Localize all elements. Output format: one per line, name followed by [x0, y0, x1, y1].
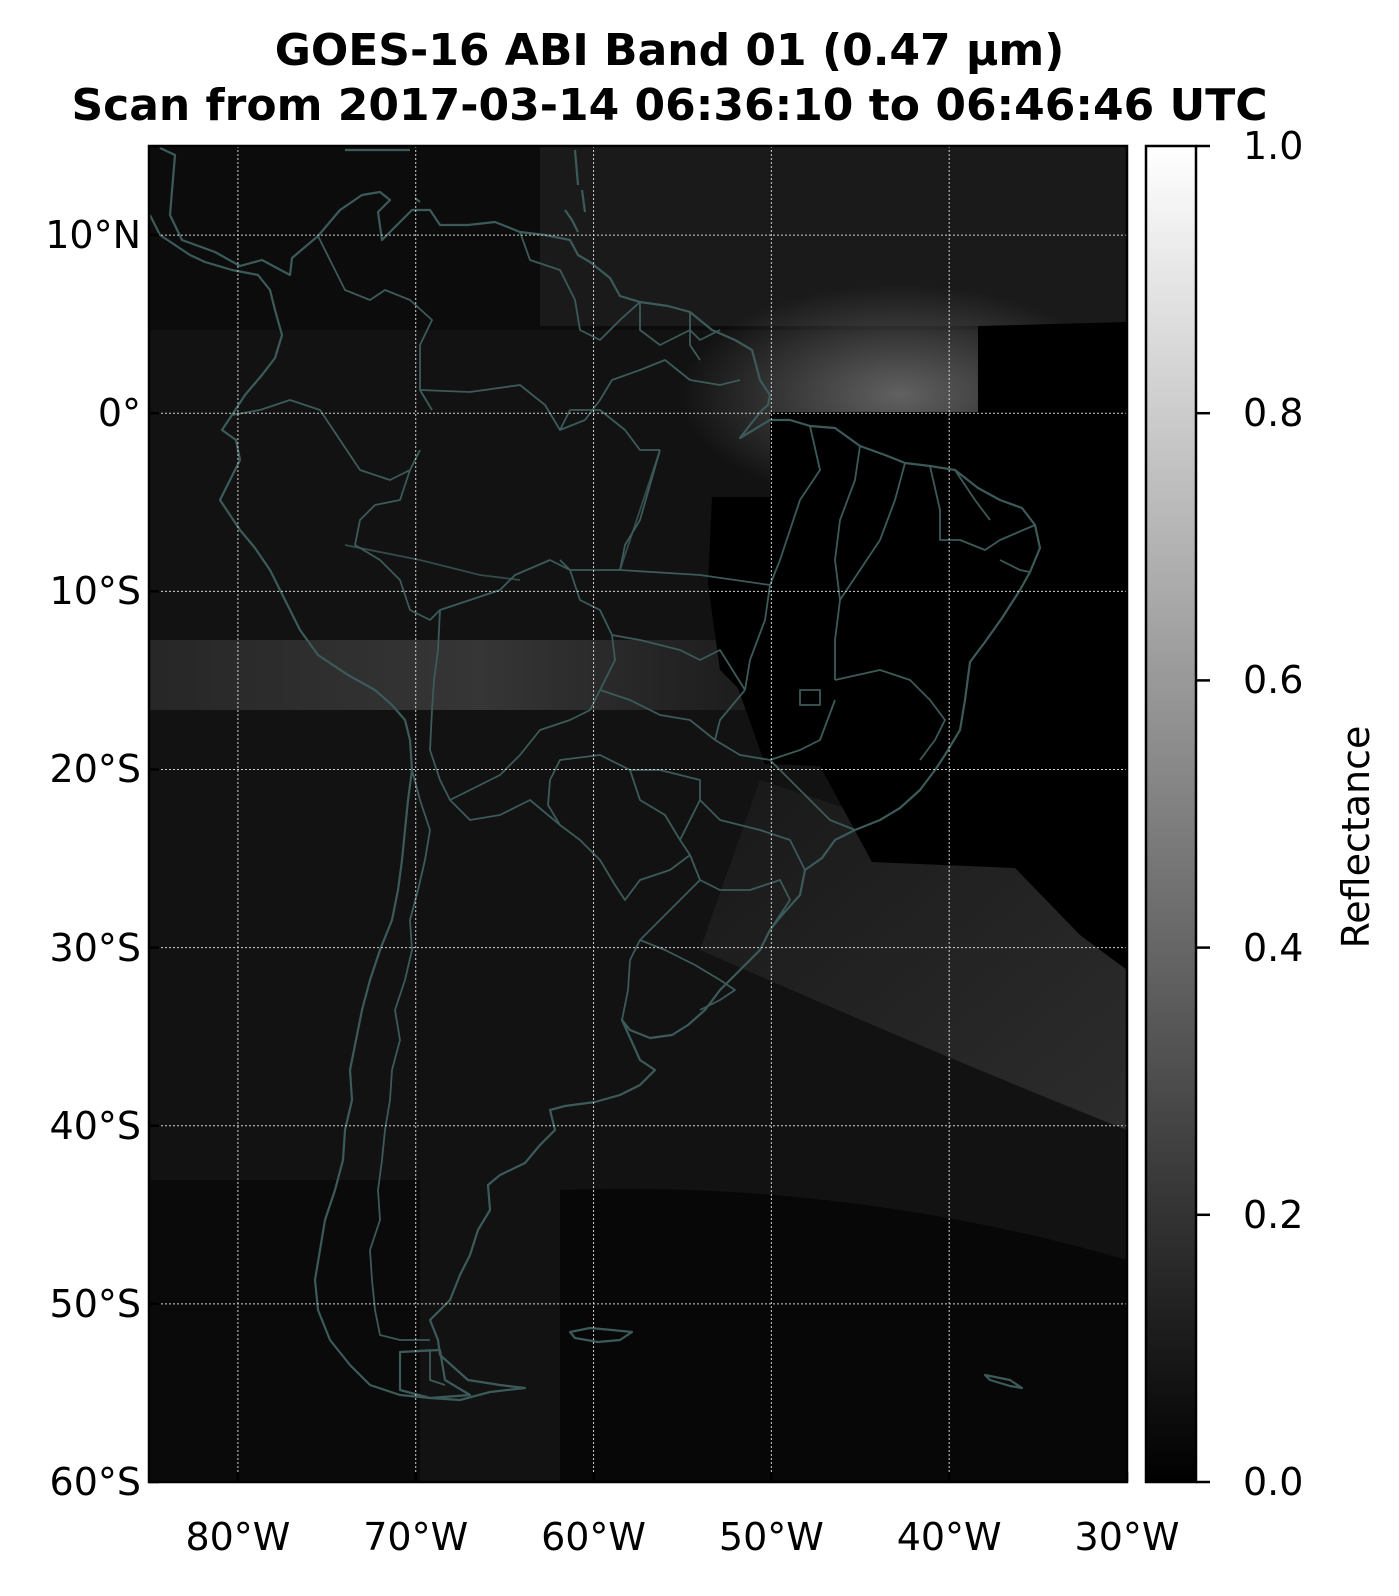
border-uruguay: [639, 939, 736, 1011]
lon-label: 50°W: [718, 1515, 824, 1559]
colorbar-tick-label: 0.2: [1243, 1192, 1304, 1237]
lat-label: 50°S: [49, 1281, 141, 1326]
southwest-dark-region: [149, 1180, 420, 1482]
border-brazil-states-north: [559, 409, 771, 586]
lon-label: 70°W: [363, 1515, 469, 1559]
caribbean-islands: [345, 148, 587, 233]
tierra-del-fuego: [398, 1348, 472, 1400]
lon-label: 60°W: [541, 1515, 646, 1559]
border-brazil-states-central: [599, 634, 746, 841]
lon-label: 80°W: [185, 1515, 291, 1559]
map-title-line1: GOES-16 ABI Band 01 (0.47 µm): [274, 25, 1065, 76]
south-america-coastline: [149, 147, 1042, 1402]
border-colombia-brazil: [419, 359, 741, 431]
border-ecuador-peru: [231, 399, 421, 481]
colorbar-tick-label: 0.4: [1243, 925, 1304, 970]
colorbar-tick-label: 0.0: [1243, 1460, 1304, 1504]
map-title-line2: Scan from 2017-03-14 06:36:10 to 06:46:4…: [71, 80, 1268, 131]
no-data-ne: [978, 322, 1127, 412]
colorbar-ticks: [1196, 144, 1210, 1484]
border-guianas: [519, 231, 721, 361]
lat-label: 60°S: [49, 1460, 141, 1504]
country-borders: [231, 231, 1036, 1386]
graticule: [149, 146, 1127, 1482]
axis-ticks: [149, 233, 1129, 1484]
colorbar-title: Reflectance: [1334, 725, 1378, 949]
border-chile-argentina-south: [399, 1349, 446, 1386]
lat-label: 10°N: [45, 213, 141, 258]
colorbar-tick-label: 0.8: [1243, 391, 1304, 436]
border-peru-brazil: [354, 469, 441, 621]
south-georgia: [983, 1373, 1024, 1390]
border-argentina-chile: [369, 769, 431, 1341]
border-paraguay: [547, 754, 691, 901]
lat-label: 40°S: [49, 1103, 141, 1148]
falkland-islands: [568, 1326, 634, 1344]
coastlines: [149, 147, 1042, 1402]
border-brazil-states-northeast: [744, 425, 1036, 691]
lat-label: 20°S: [49, 747, 141, 792]
colorbar-tick-label: 0.6: [1243, 658, 1304, 703]
no-data-east: [708, 412, 1127, 970]
lat-label: 10°S: [49, 569, 141, 614]
border-brazil-states-southeast: [699, 669, 946, 871]
line-brazil-interior: [344, 449, 661, 581]
plot-frame: [147, 144, 1129, 1484]
border-argentina-bolivia: [449, 799, 561, 826]
south-dark-region: [560, 1188, 1127, 1482]
lon-label: 40°W: [896, 1515, 1002, 1559]
lat-label: 0°: [97, 391, 141, 436]
bright-band: [149, 640, 749, 710]
border-colombia-venezuela: [317, 235, 433, 411]
lon-label: 30°W: [1074, 1515, 1180, 1559]
satellite-image: [149, 146, 1127, 1482]
border-bolivia: [429, 559, 616, 801]
colorbar-tick-label: 1.0: [1243, 124, 1304, 168]
lat-label: 30°S: [49, 925, 141, 970]
colorbar: [1144, 144, 1198, 1484]
